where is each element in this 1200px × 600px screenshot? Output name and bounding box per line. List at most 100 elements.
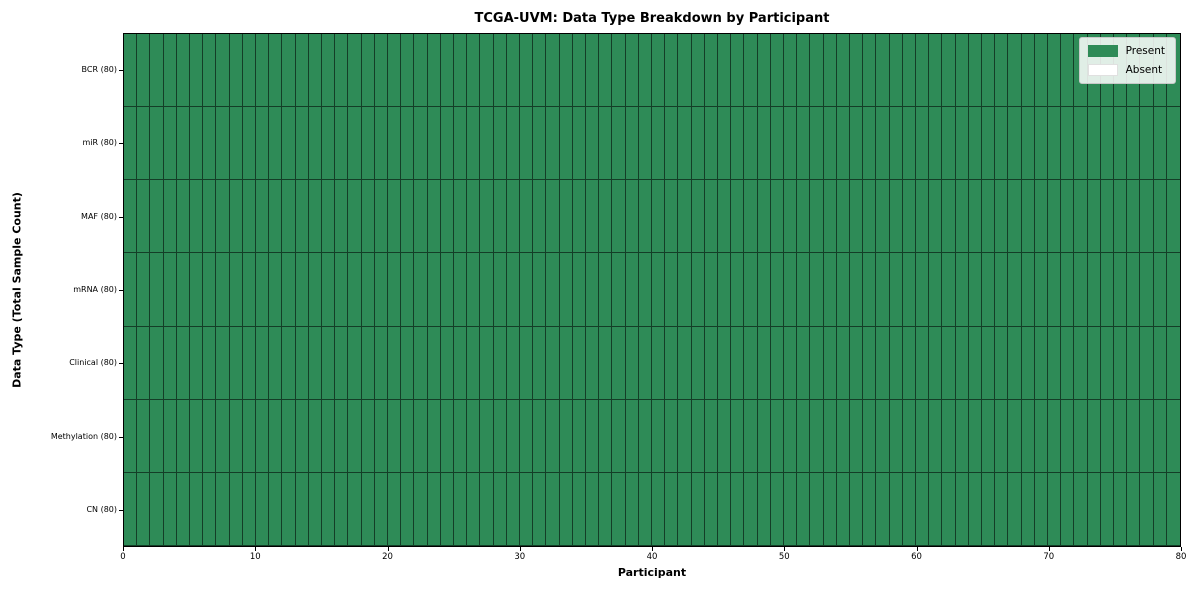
heatmap-cell xyxy=(678,472,692,546)
x-tick-mark xyxy=(387,547,389,551)
heatmap-cell xyxy=(137,253,151,327)
legend-item-absent: Absent xyxy=(1087,64,1165,76)
heatmap-cell xyxy=(533,253,547,327)
heatmap-cell xyxy=(797,399,811,473)
heatmap-cell xyxy=(308,472,322,546)
heatmap-cell xyxy=(374,34,388,108)
heatmap-cell xyxy=(915,34,930,108)
heatmap-cell xyxy=(440,253,454,327)
heatmap-cell xyxy=(440,34,454,108)
x-tick-label: 20 xyxy=(382,552,393,562)
heatmap-cell xyxy=(1074,472,1088,546)
heatmap-cell xyxy=(493,34,507,108)
heatmap-cell xyxy=(533,34,547,108)
heatmap-cell xyxy=(255,326,270,400)
heatmap-cell xyxy=(229,253,243,327)
heatmap-cell xyxy=(665,399,679,473)
heatmap-cell xyxy=(387,34,402,108)
heatmap-cell xyxy=(849,399,864,473)
heatmap-cell xyxy=(374,399,388,473)
heatmap-cell xyxy=(427,326,441,400)
heatmap-cell xyxy=(599,34,613,108)
heatmap-cell xyxy=(1140,180,1154,254)
heatmap-cell xyxy=(1047,180,1062,254)
heatmap-cell xyxy=(1008,472,1022,546)
heatmap-cell xyxy=(717,34,732,108)
heatmap-cell xyxy=(797,34,811,108)
heatmap-cell xyxy=(731,107,745,181)
heatmap-cell xyxy=(321,326,336,400)
heatmap-cell xyxy=(335,107,349,181)
heatmap-cell xyxy=(150,107,164,181)
heatmap-cell xyxy=(374,180,388,254)
heatmap-cell xyxy=(216,472,230,546)
heatmap-cell xyxy=(797,253,811,327)
heatmap-cell xyxy=(335,399,349,473)
heatmap-cell xyxy=(968,399,982,473)
heatmap-cell xyxy=(203,34,217,108)
heatmap-cell xyxy=(981,107,996,181)
heatmap-cell xyxy=(572,180,586,254)
heatmap-cell xyxy=(1166,472,1180,546)
heatmap-cell xyxy=(678,107,692,181)
heatmap-cell xyxy=(163,34,177,108)
heatmap-cell xyxy=(717,253,732,327)
x-axis-label: Participant xyxy=(617,566,687,579)
heatmap-cell xyxy=(137,107,151,181)
heatmap-cell xyxy=(440,326,454,400)
heatmap-cell xyxy=(863,326,877,400)
x-tick-label: 70 xyxy=(1043,552,1055,562)
heatmap-cell xyxy=(1008,326,1022,400)
heatmap-cell xyxy=(269,472,283,546)
heatmap-cell xyxy=(1061,472,1075,546)
heatmap-cell xyxy=(150,180,164,254)
heatmap-cell xyxy=(665,472,679,546)
heatmap-cell xyxy=(295,399,309,473)
heatmap-cell xyxy=(876,180,890,254)
heatmap-cell xyxy=(995,180,1009,254)
heatmap-cell xyxy=(915,180,930,254)
heatmap-cell xyxy=(691,180,705,254)
heatmap-cell xyxy=(216,107,230,181)
heatmap-cell xyxy=(189,472,204,546)
heatmap-cell xyxy=(915,107,930,181)
heatmap-cell xyxy=(981,326,996,400)
heatmap-cell xyxy=(691,107,705,181)
heatmap-cell xyxy=(453,253,468,327)
legend-label: Absent xyxy=(1125,64,1163,76)
heatmap-cell xyxy=(585,180,600,254)
heatmap-cell xyxy=(823,399,837,473)
heatmap-cell xyxy=(546,472,560,546)
heatmap-cell xyxy=(427,472,441,546)
heatmap-cell xyxy=(612,180,626,254)
heatmap-cell xyxy=(124,326,138,400)
heatmap-cell xyxy=(269,399,283,473)
heatmap-cell xyxy=(968,180,982,254)
heatmap-cell xyxy=(889,472,903,546)
legend-item-present: Present xyxy=(1087,45,1165,57)
heatmap-cell xyxy=(361,107,375,181)
heatmap-cell xyxy=(1047,107,1062,181)
heatmap-cell xyxy=(242,34,256,108)
heatmap-cell xyxy=(1061,326,1075,400)
heatmap-cell xyxy=(321,107,336,181)
heatmap-cell xyxy=(348,326,362,400)
y-tick-mark xyxy=(119,436,123,438)
heatmap-cell xyxy=(902,34,916,108)
heatmap-cell xyxy=(876,107,890,181)
heatmap-cell xyxy=(585,107,600,181)
heatmap-cell xyxy=(414,253,428,327)
heatmap-cell xyxy=(823,180,837,254)
heatmap-cell xyxy=(731,180,745,254)
heatmap-cell xyxy=(1127,107,1141,181)
heatmap-cell xyxy=(1127,472,1141,546)
heatmap-cell xyxy=(467,472,481,546)
heatmap-cell xyxy=(401,399,415,473)
heatmap-cell xyxy=(427,180,441,254)
heatmap-cell xyxy=(625,399,639,473)
heatmap-cell xyxy=(189,399,204,473)
heatmap-cell xyxy=(124,34,138,108)
heatmap-cell xyxy=(1140,399,1154,473)
legend: Present Absent xyxy=(1078,37,1176,84)
heatmap-cell xyxy=(902,180,916,254)
